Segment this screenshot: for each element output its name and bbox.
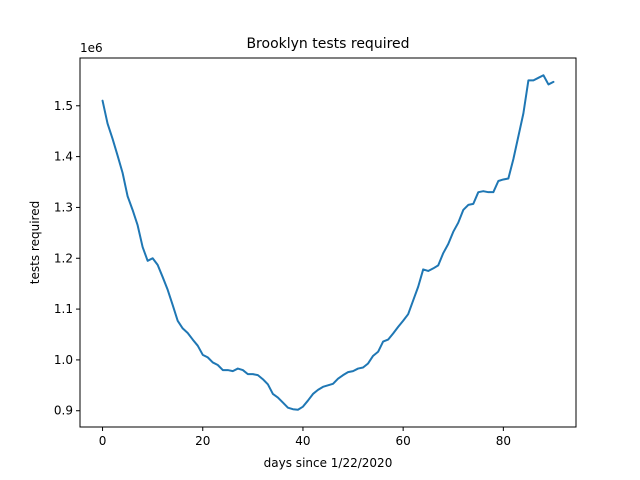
plot-area bbox=[101, 74, 555, 411]
y-axis-label: tests required bbox=[28, 201, 42, 284]
y-tick-label: 1.0 bbox=[54, 353, 73, 367]
x-tick-label: 60 bbox=[396, 434, 411, 448]
x-axis-ticks: 0 20 40 60 80 bbox=[99, 427, 511, 448]
axes-frame bbox=[79, 57, 577, 428]
x-axis-label: days since 1/22/2020 bbox=[264, 456, 393, 470]
series-line-0 bbox=[101, 74, 555, 411]
x-tick-label: 80 bbox=[496, 434, 511, 448]
y-tick-label: 1.2 bbox=[54, 251, 73, 265]
y-tick-label: 0.9 bbox=[54, 404, 73, 418]
y-tick-label: 1.4 bbox=[54, 150, 73, 164]
chart-title: Brooklyn tests required bbox=[246, 36, 409, 52]
x-tick-label: 0 bbox=[99, 434, 107, 448]
y-tick-label: 1.5 bbox=[54, 99, 73, 113]
y-axis-ticks: 0.9 1.0 1.1 1.2 1.3 1.4 1.5 bbox=[54, 99, 80, 418]
x-tick-label: 40 bbox=[295, 434, 310, 448]
y-tick-label: 1.3 bbox=[54, 200, 73, 214]
y-axis-multiplier: 1e6 bbox=[80, 41, 103, 55]
x-tick-label: 20 bbox=[195, 434, 210, 448]
y-tick-label: 1.1 bbox=[54, 302, 73, 316]
